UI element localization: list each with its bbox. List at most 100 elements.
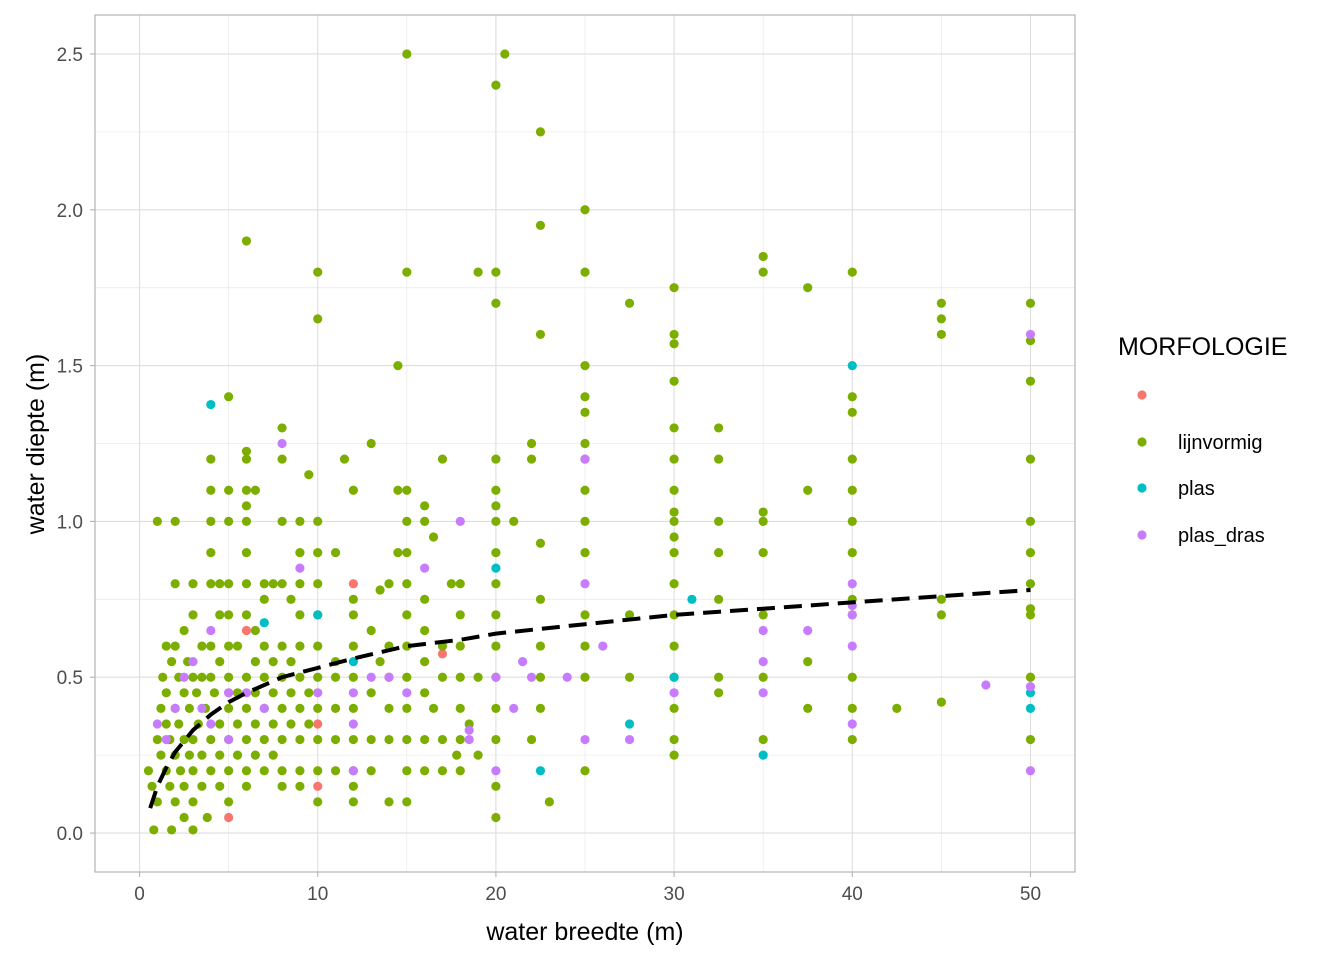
data-point xyxy=(241,703,252,713)
data-point xyxy=(259,594,269,604)
data-point xyxy=(1025,454,1036,464)
x-tick-label: 40 xyxy=(842,884,863,905)
y-tick-label: 2.0 xyxy=(57,201,83,222)
data-point xyxy=(526,454,537,464)
data-point xyxy=(437,766,448,776)
data-point xyxy=(313,719,323,729)
data-point xyxy=(286,719,296,729)
data-point xyxy=(295,766,305,776)
data-point xyxy=(366,734,376,745)
data-point xyxy=(188,766,198,776)
data-point xyxy=(758,625,768,636)
data-point xyxy=(437,649,448,659)
data-point xyxy=(580,734,590,745)
data-point xyxy=(580,610,590,620)
data-point xyxy=(224,516,234,527)
data-point xyxy=(313,703,323,713)
data-point xyxy=(535,703,546,713)
data-point xyxy=(1025,703,1036,713)
data-point xyxy=(624,734,635,745)
data-point xyxy=(491,516,501,527)
data-point xyxy=(420,766,430,776)
data-point xyxy=(580,205,590,215)
data-point xyxy=(224,797,234,807)
data-point xyxy=(446,579,456,589)
data-point xyxy=(241,781,252,791)
data-point xyxy=(277,454,287,464)
data-point xyxy=(420,594,430,604)
data-point xyxy=(330,703,341,713)
data-point xyxy=(384,703,394,713)
data-point xyxy=(188,579,198,589)
legend-label: plas_dras xyxy=(1178,525,1265,547)
data-point xyxy=(348,688,358,698)
data-point xyxy=(268,657,278,667)
data-point xyxy=(580,672,590,682)
data-point xyxy=(491,672,501,682)
y-axis-title: water diepte (m) xyxy=(22,354,50,536)
data-point xyxy=(197,641,207,651)
data-point xyxy=(191,688,202,698)
data-point xyxy=(803,657,813,667)
data-point xyxy=(241,766,252,776)
data-point xyxy=(847,734,857,745)
data-points xyxy=(143,49,1036,835)
data-point xyxy=(277,516,287,527)
data-point xyxy=(277,703,287,713)
data-point xyxy=(259,672,269,682)
data-point xyxy=(188,610,198,620)
data-point xyxy=(535,220,546,230)
data-point xyxy=(803,625,813,636)
data-point xyxy=(175,766,186,776)
data-point xyxy=(179,688,189,698)
data-point xyxy=(313,267,323,277)
data-point xyxy=(669,485,679,495)
data-point xyxy=(758,507,768,517)
data-point xyxy=(224,641,234,651)
data-point xyxy=(981,680,991,690)
data-point xyxy=(669,579,679,589)
data-point xyxy=(348,797,358,807)
data-point xyxy=(491,547,501,558)
y-tick-label: 0.0 xyxy=(57,824,83,845)
data-point xyxy=(224,392,234,402)
data-point xyxy=(268,688,278,698)
data-point xyxy=(184,750,195,760)
panel-border xyxy=(94,14,1076,873)
data-point xyxy=(847,454,857,464)
data-point xyxy=(402,516,412,527)
data-point xyxy=(580,360,590,371)
data-point xyxy=(375,585,385,595)
data-point xyxy=(491,703,501,713)
data-point xyxy=(526,672,537,682)
data-point xyxy=(268,579,278,589)
data-point xyxy=(847,547,857,558)
data-point xyxy=(936,594,946,604)
data-point xyxy=(420,501,430,511)
data-point xyxy=(669,516,679,527)
data-point xyxy=(669,339,679,349)
data-point xyxy=(215,750,225,760)
data-point xyxy=(313,610,323,620)
data-point xyxy=(286,594,296,604)
data-point xyxy=(526,438,537,449)
data-point xyxy=(259,641,269,651)
data-point xyxy=(714,688,724,698)
data-point xyxy=(206,399,216,410)
data-point xyxy=(669,376,679,386)
data-point xyxy=(455,516,465,527)
data-point xyxy=(624,298,635,308)
axes: 0 10 20 30 40 50 0.0 0.5 1.0 1.5 2.0 2.5 xyxy=(57,45,1041,905)
data-point xyxy=(277,423,287,433)
data-point xyxy=(277,641,287,651)
data-point xyxy=(669,454,679,464)
data-point xyxy=(366,438,376,449)
data-point xyxy=(384,734,394,745)
data-point xyxy=(313,688,323,698)
data-point xyxy=(250,485,260,495)
data-point xyxy=(452,750,462,760)
data-point xyxy=(295,579,305,589)
data-point xyxy=(491,563,501,573)
data-point xyxy=(420,516,430,527)
